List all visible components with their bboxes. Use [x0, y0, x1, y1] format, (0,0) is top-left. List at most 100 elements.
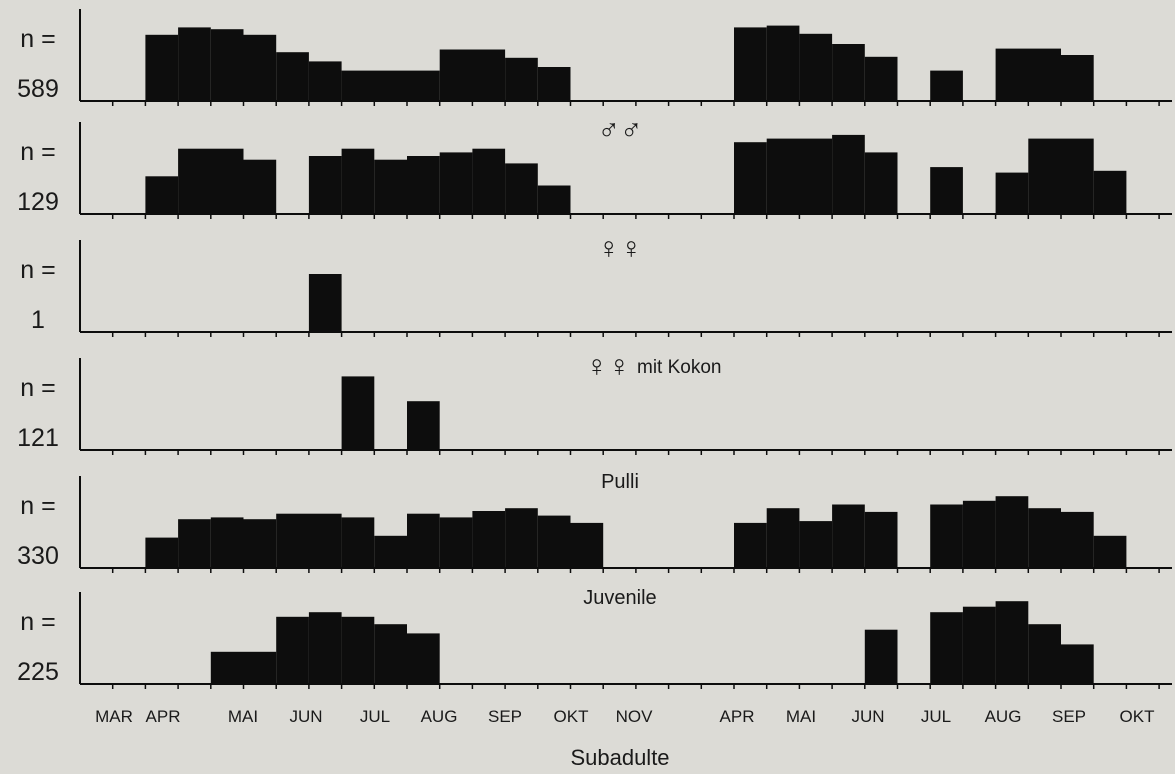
bar [962, 606, 996, 684]
bar [145, 34, 179, 101]
x-tick-label: MAR [95, 707, 133, 726]
x-tick-label: NOV [616, 707, 654, 726]
bar [341, 70, 440, 101]
bar [505, 508, 538, 568]
bar [1093, 535, 1127, 568]
bar [472, 511, 506, 568]
panel-label: Juvenile [583, 587, 656, 609]
x-tick-label: MAI [786, 707, 816, 726]
bar [308, 274, 342, 332]
bar [930, 504, 963, 568]
bar [439, 152, 473, 214]
panel-label: ♀♀ [598, 232, 643, 265]
bar [766, 25, 800, 102]
bar [210, 29, 244, 102]
bar [995, 172, 1029, 214]
bar [407, 156, 440, 214]
bar [178, 148, 244, 214]
bar [341, 148, 375, 214]
count-value: 225 [17, 658, 59, 686]
bar [1061, 511, 1094, 568]
x-tick-labels: MAR APR MAI JUN JUL AUG SEP OKT NOV APR MAI JUN JUL A… [95, 707, 1154, 726]
count-prefix: n = [20, 492, 55, 520]
x-tick-label: JUN [289, 707, 322, 726]
bar [308, 612, 342, 684]
bar [210, 651, 277, 684]
bar [276, 616, 309, 684]
bar [864, 629, 898, 684]
count-value: 1 [31, 306, 45, 334]
bar [407, 633, 440, 684]
bar [1061, 644, 1094, 684]
bar [145, 537, 179, 568]
x-tick-label: APR [146, 707, 181, 726]
bar [995, 601, 1029, 684]
bar [1028, 138, 1094, 214]
bar [864, 152, 898, 214]
count-value: 589 [17, 75, 59, 103]
count-value: 330 [17, 542, 59, 570]
count-value: 121 [17, 424, 59, 452]
count-prefix: n = [20, 138, 55, 166]
x-tick-label: JUL [921, 707, 951, 726]
bar [308, 61, 342, 101]
bar [243, 519, 277, 568]
bar [472, 148, 506, 214]
x-tick-label: OKT [1120, 707, 1155, 726]
count-prefix: n = [20, 608, 55, 636]
bar [537, 515, 571, 568]
bar [1028, 624, 1061, 684]
bar [1093, 170, 1127, 214]
panel-label: ♂♂ [598, 114, 643, 147]
bar [374, 159, 407, 214]
bar [407, 513, 440, 568]
bar [1061, 55, 1094, 101]
bar [374, 624, 407, 684]
x-tick-label: SEP [488, 707, 522, 726]
x-tick-label: AUG [985, 707, 1022, 726]
bar [832, 134, 865, 214]
bar [799, 521, 833, 568]
bar [734, 27, 767, 101]
count-prefix: n = [20, 25, 55, 53]
bar [374, 535, 407, 568]
bar [570, 522, 604, 568]
bar [864, 56, 898, 101]
x-tick-label: AUG [421, 707, 458, 726]
bar [341, 376, 375, 450]
panel-5: n = 330 Pulli [17, 471, 1172, 573]
x-tick-label: OKT [554, 707, 589, 726]
bar [505, 57, 538, 101]
chart-panels: n = 589 n = 129 ♂♂ n = 1 ♀♀ n = 121 ♀♀ mit Kokon n =… [17, 9, 1172, 689]
bar [734, 522, 767, 568]
panel-6: n = 225 Juvenile [17, 587, 1172, 689]
bar [766, 508, 800, 568]
bar [439, 517, 473, 568]
bar [341, 616, 375, 684]
x-tick-label: MAI [228, 707, 258, 726]
bar [930, 167, 963, 214]
bar [243, 159, 277, 214]
bar [734, 142, 767, 214]
bar [930, 612, 963, 684]
bar [995, 48, 1061, 101]
count-prefix: n = [20, 374, 55, 402]
footer-label: Subadulte [570, 745, 669, 770]
bar [505, 163, 538, 214]
bar [178, 27, 211, 101]
bar [995, 496, 1029, 568]
panel-label-suffix: mit Kokon [637, 357, 721, 378]
bar [145, 176, 179, 214]
bar [832, 44, 865, 101]
bar [439, 49, 506, 101]
x-tick-label: SEP [1052, 707, 1086, 726]
count-value: 129 [17, 188, 59, 216]
panel-label: ♀♀ [586, 350, 631, 383]
bar [1028, 508, 1061, 568]
bar [962, 500, 996, 568]
x-tick-label: JUN [851, 707, 884, 726]
panel-3: n = 1 ♀♀ [20, 232, 1172, 337]
bar [308, 156, 342, 214]
bar [276, 52, 309, 101]
